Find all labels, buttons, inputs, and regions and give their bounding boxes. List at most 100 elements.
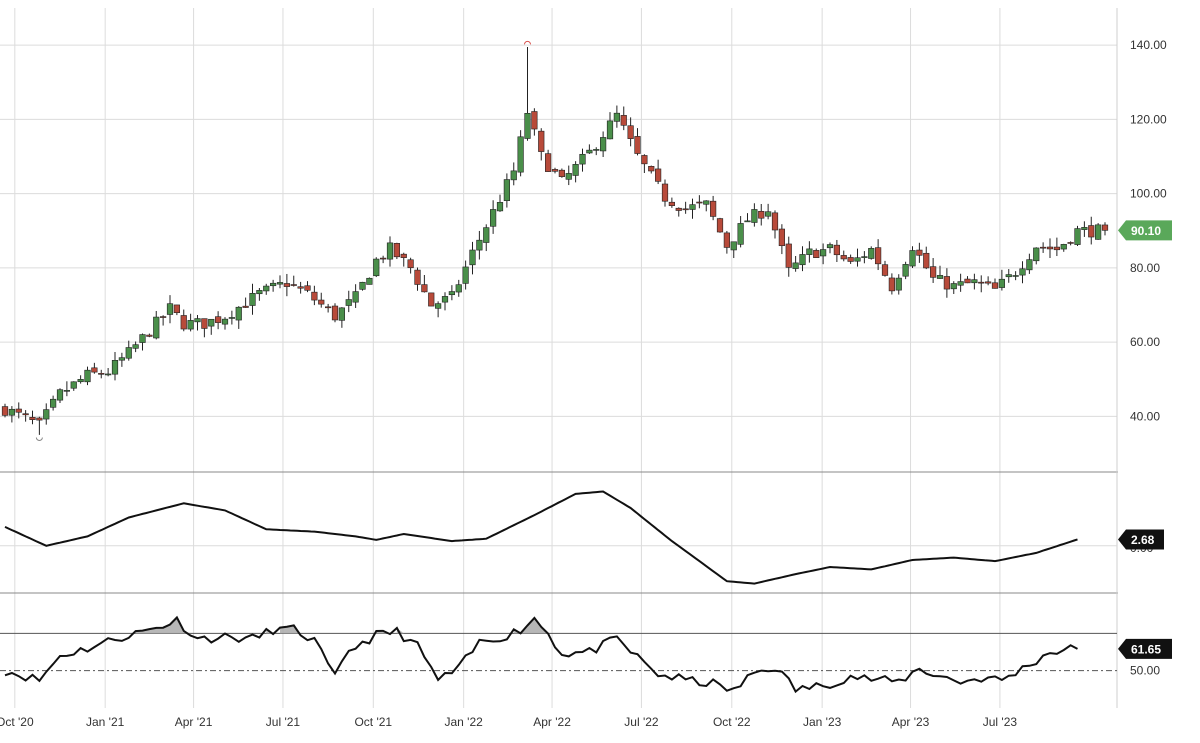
candle-body bbox=[909, 250, 916, 267]
candle-body bbox=[139, 334, 146, 343]
y-tick-label: 80.00 bbox=[1130, 261, 1160, 275]
candle-body bbox=[256, 290, 263, 295]
candle-body bbox=[29, 416, 36, 420]
y-tick-label: 120.00 bbox=[1130, 112, 1167, 126]
rsi-overbought-fill bbox=[513, 617, 549, 634]
candle-body bbox=[325, 306, 332, 309]
candle-body bbox=[352, 291, 359, 303]
candle-body bbox=[689, 204, 696, 210]
candle-body bbox=[985, 281, 992, 284]
indicator-panel: 0.002.68 bbox=[0, 490, 1164, 585]
candle-body bbox=[215, 316, 222, 323]
candle-body bbox=[991, 282, 999, 289]
candle-body bbox=[696, 201, 703, 204]
candle-body bbox=[1005, 274, 1012, 278]
candle-body bbox=[1033, 247, 1040, 262]
high-marker bbox=[524, 40, 531, 45]
candle-body bbox=[276, 282, 284, 285]
candle-body bbox=[118, 357, 125, 361]
candle-body bbox=[70, 381, 77, 389]
candle-body bbox=[153, 316, 160, 339]
candle-body bbox=[380, 257, 387, 260]
candle-body bbox=[146, 334, 153, 337]
y-tick-label: 40.00 bbox=[1130, 409, 1160, 423]
y-tick-label: 100.00 bbox=[1130, 187, 1167, 201]
candle-body bbox=[771, 212, 779, 231]
x-tick-label: Jul '21 bbox=[266, 715, 301, 729]
candle-body bbox=[462, 266, 469, 284]
candle-body bbox=[531, 111, 538, 130]
x-tick-label: Apr '23 bbox=[892, 715, 930, 729]
candle-body bbox=[723, 232, 730, 248]
candle-body bbox=[77, 379, 84, 383]
candle-body bbox=[930, 266, 937, 278]
candle-body bbox=[517, 136, 524, 173]
candle-body bbox=[510, 170, 517, 181]
candle-body bbox=[421, 284, 428, 293]
candle-body bbox=[304, 285, 311, 291]
indicator-value-tag bbox=[1118, 529, 1164, 550]
candle-body bbox=[8, 408, 15, 416]
candle-body bbox=[1026, 259, 1033, 271]
x-tick-label: Jan '23 bbox=[803, 715, 842, 729]
x-tick-label: Jul '23 bbox=[983, 715, 1018, 729]
candle-body bbox=[655, 168, 662, 182]
candle-body bbox=[43, 409, 50, 420]
candle-body bbox=[538, 130, 545, 152]
candle-body bbox=[311, 291, 318, 301]
candle-body bbox=[249, 293, 256, 306]
candle-body bbox=[428, 292, 435, 307]
candle-body bbox=[600, 137, 607, 152]
candle-body bbox=[338, 307, 345, 321]
x-tick-label: Jan '21 bbox=[86, 715, 125, 729]
candle-body bbox=[366, 277, 373, 285]
y-tick-label: 140.00 bbox=[1130, 38, 1167, 52]
candle-body bbox=[675, 207, 682, 211]
candle-body bbox=[854, 257, 861, 262]
candle-body bbox=[187, 320, 194, 330]
candle-body bbox=[799, 254, 806, 266]
candle-body bbox=[833, 244, 840, 256]
x-tick-label: Jul '22 bbox=[624, 715, 659, 729]
x-tick-label: Oct '20 bbox=[0, 715, 34, 729]
y-tick-label: 60.00 bbox=[1130, 335, 1160, 349]
candle-body bbox=[84, 369, 91, 383]
candle-body bbox=[737, 223, 744, 245]
candle-body bbox=[751, 209, 758, 223]
candle-body bbox=[125, 347, 132, 359]
candle-body bbox=[91, 367, 98, 373]
candle-body bbox=[840, 255, 847, 260]
candle-body bbox=[971, 279, 978, 284]
candle-body bbox=[648, 166, 655, 172]
candle-body bbox=[661, 183, 669, 202]
candle-body bbox=[503, 179, 510, 201]
indicator-value-label: 2.68 bbox=[1131, 533, 1155, 547]
candle-body bbox=[716, 218, 724, 233]
candle-body bbox=[888, 277, 895, 292]
x-tick-label: Oct '22 bbox=[713, 715, 751, 729]
candle-body bbox=[111, 360, 119, 375]
candle-body bbox=[710, 200, 717, 217]
candle-body bbox=[228, 317, 235, 319]
candle-body bbox=[235, 306, 242, 321]
candle-body bbox=[194, 318, 201, 323]
candle-body bbox=[318, 299, 325, 305]
candle-body bbox=[290, 284, 297, 286]
candle-body bbox=[895, 277, 902, 291]
axis-labels: Oct '20 Jan '21 Apr '21 Jul '21 Oct '21 Jan '… bbox=[0, 38, 1167, 729]
candle-body bbox=[586, 149, 593, 154]
candle-body bbox=[490, 209, 497, 227]
candle-body bbox=[201, 318, 208, 329]
candle-body bbox=[441, 296, 449, 303]
candle-body bbox=[641, 155, 648, 165]
candle-body bbox=[173, 304, 180, 314]
candle-body bbox=[868, 248, 875, 259]
candle-body bbox=[778, 228, 785, 247]
candle-body bbox=[1095, 224, 1102, 240]
x-tick-label: Oct '21 bbox=[354, 715, 392, 729]
candle-body bbox=[744, 220, 751, 223]
candle-body bbox=[1060, 244, 1067, 250]
candle-body bbox=[579, 153, 586, 165]
candle-body bbox=[331, 305, 339, 321]
